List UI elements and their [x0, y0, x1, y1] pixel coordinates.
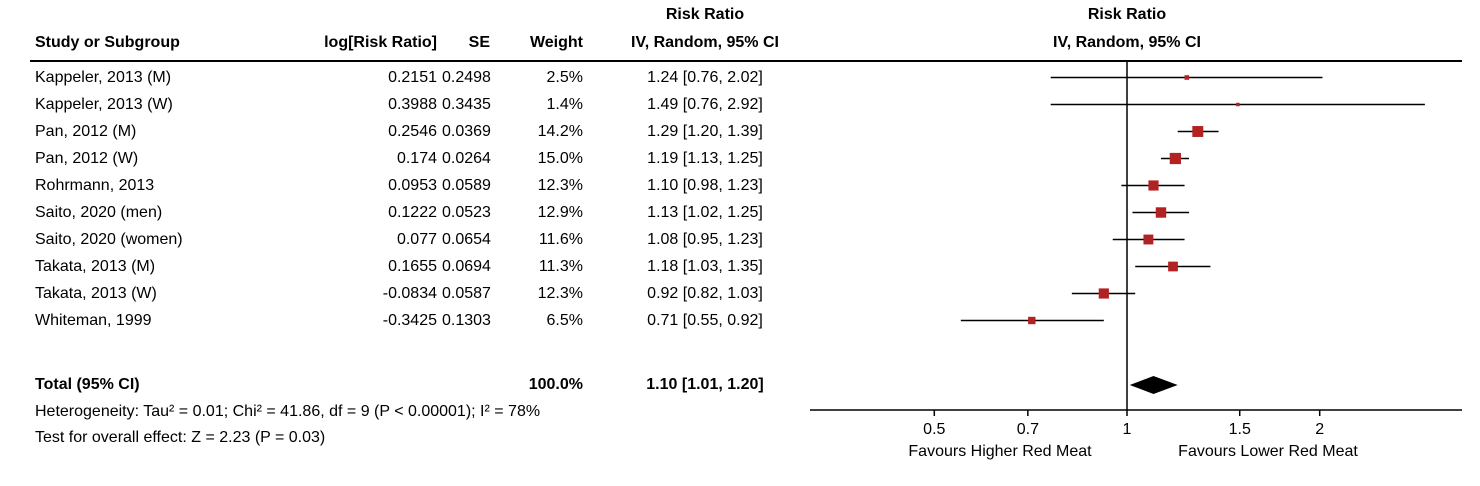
ci-text: 1.19 [1.13, 1.25] [647, 150, 763, 167]
plot-header-measure: Risk Ratio [1087, 6, 1167, 23]
log-risk-ratio-value: 0.077 [396, 231, 437, 248]
se-value: 0.0369 [442, 123, 491, 140]
effect-marker [1184, 75, 1190, 80]
se-value: 0.0694 [442, 258, 491, 275]
study-name: Saito, 2020 (men) [35, 204, 163, 221]
col-header-study: Study or Subgroup [35, 34, 180, 51]
overall-effect-text: Test for overall effect: Z = 2.23 (P = 0… [35, 429, 326, 446]
se-value: 0.0654 [442, 231, 491, 248]
total-ci-text: 1.10 [1.01, 1.20] [646, 376, 764, 393]
ci-text: 1.10 [0.98, 1.23] [647, 177, 763, 194]
study-name: Rohrmann, 2013 [35, 177, 155, 194]
ci-text: 1.08 [0.95, 1.23] [647, 231, 763, 248]
axis-tick-label: 1.5 [1229, 421, 1251, 438]
col-header-weight: Weight [529, 34, 583, 51]
weight-value: 12.3% [537, 177, 583, 194]
study-name: Pan, 2012 (M) [35, 123, 137, 140]
plot-header-model: IV, Random, 95% CI [1053, 34, 1201, 51]
log-risk-ratio-value: 0.1655 [388, 258, 437, 275]
weight-value: 1.4% [546, 96, 583, 113]
ci-text: 1.13 [1.02, 1.25] [647, 204, 763, 221]
total-label: Total (95% CI) [35, 376, 140, 393]
effect-marker [1143, 234, 1154, 245]
effect-marker [1028, 316, 1036, 325]
axis-tick-label: 1 [1123, 421, 1132, 438]
header-divider-rule [30, 60, 1462, 62]
study-row: Takata, 2013 (M) 0.1655 0.0694 11.3% 1.18 [1… [0, 253, 820, 280]
weight-value: 2.5% [546, 69, 583, 86]
weight-value: 15.0% [537, 150, 583, 167]
log-risk-ratio-value: 0.0953 [388, 177, 437, 194]
effect-marker [1192, 126, 1204, 137]
axis-tick-label: 0.5 [923, 421, 945, 438]
study-name: Kappeler, 2013 (W) [35, 96, 173, 113]
study-name: Takata, 2013 (M) [35, 258, 156, 275]
study-row: Saito, 2020 (men) 0.1222 0.0523 12.9% 1.13 [… [0, 199, 820, 226]
col-header-log-risk-ratio: log[Risk Ratio] [324, 34, 437, 51]
log-risk-ratio-value: 0.174 [396, 150, 437, 167]
study-row: Pan, 2012 (M) 0.2546 0.0369 14.2% 1.29 [1.20… [0, 118, 820, 145]
log-risk-ratio-value: 0.3988 [388, 96, 437, 113]
weight-value: 12.9% [537, 204, 583, 221]
weight-value: 14.2% [537, 123, 583, 140]
se-value: 0.2498 [442, 69, 491, 86]
log-risk-ratio-value: -0.3425 [382, 312, 437, 329]
log-risk-ratio-value: 0.1222 [388, 204, 437, 221]
col-header-ci: IV, Random, 95% CI [631, 34, 779, 51]
se-value: 0.1303 [442, 312, 491, 329]
study-name: Whiteman, 1999 [35, 312, 152, 329]
favours-right-label: Favours Lower Red Meat [1178, 443, 1358, 460]
weight-value: 11.6% [538, 231, 583, 248]
log-risk-ratio-value: 0.2151 [388, 69, 437, 86]
study-row: Saito, 2020 (women) 0.077 0.0654 11.6% 1.08 … [0, 226, 820, 253]
ci-column-header-measure: Risk Ratio [665, 6, 745, 23]
effect-marker [1236, 102, 1240, 107]
study-row: Rohrmann, 2013 0.0953 0.0589 12.3% 1.10 [0.9… [0, 172, 820, 199]
se-value: 0.0523 [442, 204, 491, 221]
effect-marker [1148, 180, 1159, 191]
se-value: 0.0587 [442, 285, 491, 302]
study-row: Whiteman, 1999 -0.3425 0.1303 6.5% 0.71 [0.5… [0, 307, 820, 334]
ci-text: 0.71 [0.55, 0.92] [647, 312, 763, 329]
study-name: Saito, 2020 (women) [35, 231, 183, 248]
total-weight: 100.0% [528, 376, 583, 393]
weight-value: 6.5% [546, 312, 583, 329]
log-risk-ratio-value: 0.2546 [388, 123, 437, 140]
log-risk-ratio-value: -0.0834 [382, 285, 437, 302]
ci-text: 0.92 [0.82, 1.03] [647, 285, 763, 302]
forest-plot-canvas: 0.5 0.7 1 1.5 2 Favours Higher Red Meat Favour… [810, 62, 1462, 460]
effect-marker [1168, 261, 1178, 272]
ci-text: 1.24 [0.76, 2.02] [647, 69, 763, 86]
study-row: Pan, 2012 (W) 0.174 0.0264 15.0% 1.19 [1.13,… [0, 145, 820, 172]
ci-text: 1.18 [1.03, 1.35] [647, 258, 763, 275]
effect-marker [1169, 152, 1181, 165]
study-name: Kappeler, 2013 (M) [35, 69, 172, 86]
axis-tick-label: 0.7 [1017, 421, 1039, 438]
col-header-se: SE [468, 34, 490, 51]
study-name: Pan, 2012 (W) [35, 150, 139, 167]
axis-tick-label: 2 [1315, 421, 1324, 438]
se-value: 0.3435 [442, 96, 491, 113]
effect-marker [1155, 207, 1167, 218]
ci-text: 1.49 [0.76, 2.92] [647, 96, 763, 113]
study-name: Takata, 2013 (W) [35, 285, 157, 302]
se-value: 0.0589 [442, 177, 491, 194]
weight-value: 12.3% [537, 285, 583, 302]
study-row: Takata, 2013 (W) -0.0834 0.0587 12.3% 0.92 [… [0, 280, 820, 307]
total-diamond [1129, 376, 1178, 394]
study-row: Kappeler, 2013 (W) 0.3988 0.3435 1.4% 1.49 [… [0, 91, 820, 118]
study-row: Kappeler, 2013 (M) 0.2151 0.2498 2.5% 1.24 [… [0, 64, 820, 91]
weight-value: 11.3% [538, 258, 583, 275]
ci-text: 1.29 [1.20, 1.39] [647, 123, 763, 140]
effect-marker [1098, 288, 1109, 299]
heterogeneity-text: Heterogeneity: Tau² = 0.01; Chi² = 41.86… [35, 403, 541, 420]
se-value: 0.0264 [442, 150, 491, 167]
favours-left-label: Favours Higher Red Meat [908, 443, 1092, 460]
